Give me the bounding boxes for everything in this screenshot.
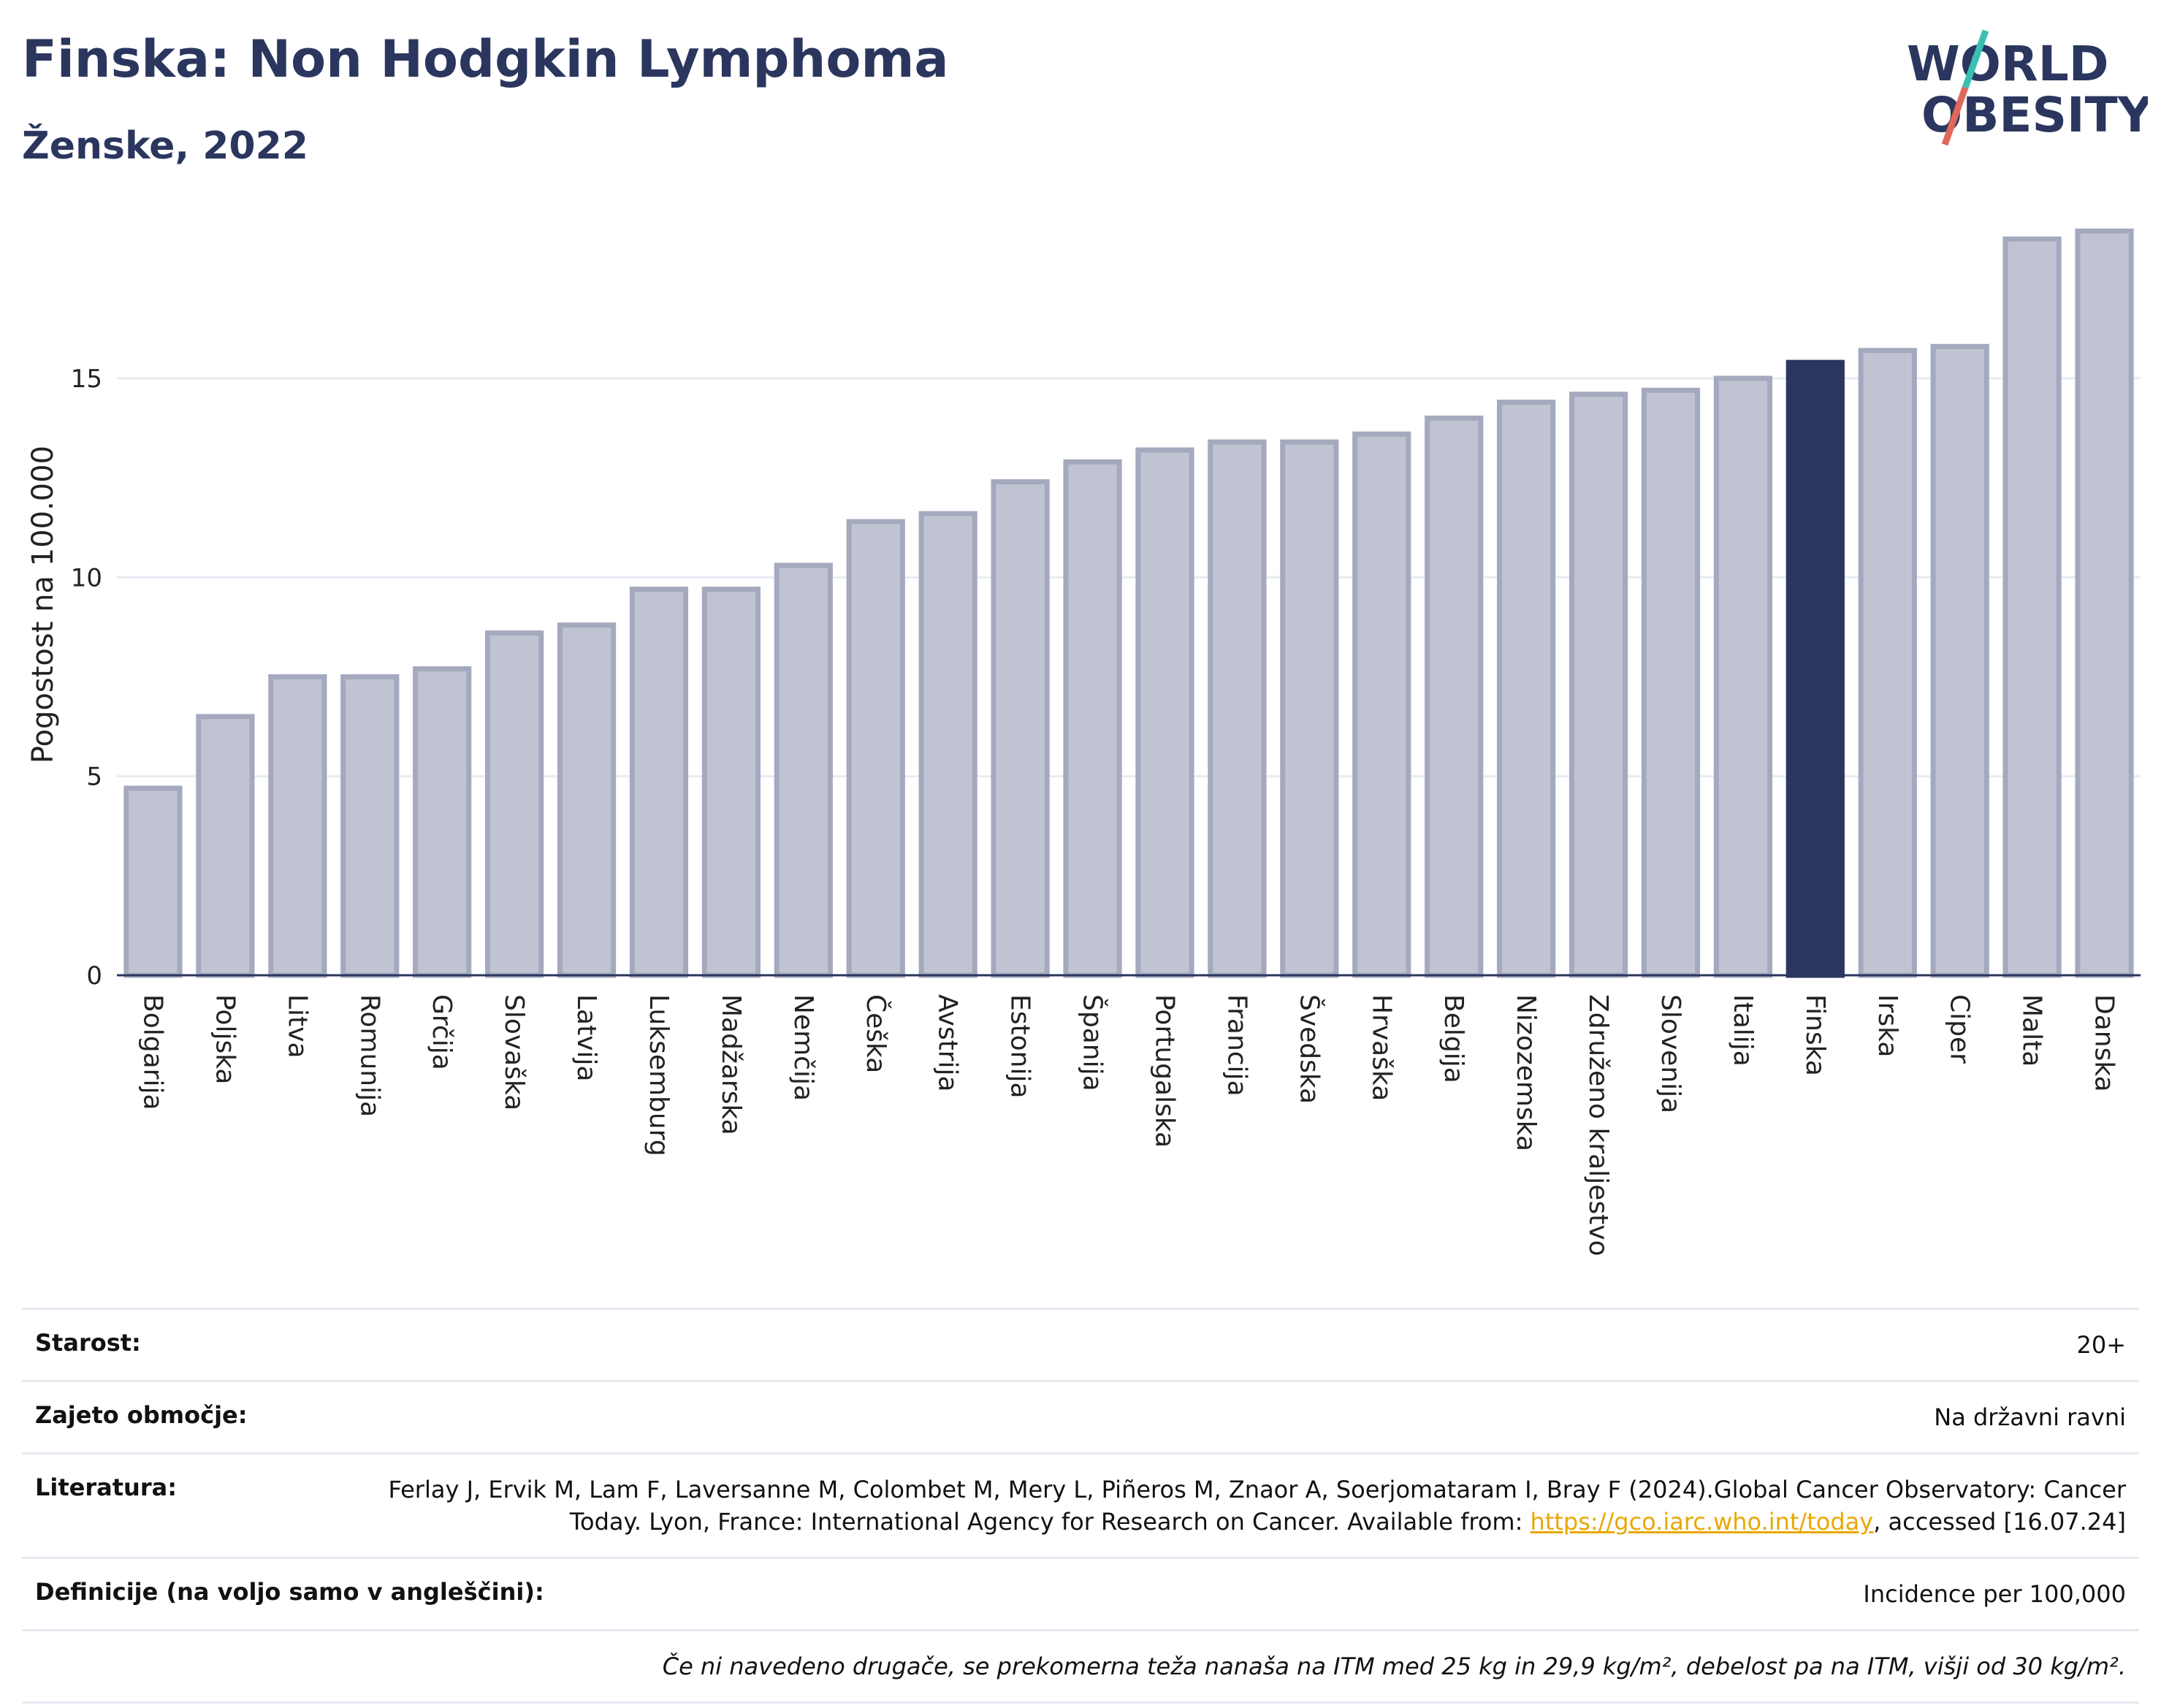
bar-malta bbox=[2002, 236, 2062, 978]
literature-value: Ferlay J, Ervik M, Lam F, Laversanne M, … bbox=[387, 1473, 2126, 1538]
bar-italija bbox=[1713, 375, 1772, 978]
bar-finska bbox=[1785, 359, 1845, 978]
x-tick-label: Slovaška bbox=[499, 994, 529, 1110]
age-row: Starost: 20+ bbox=[22, 1308, 2139, 1380]
y-tick-label: 5 bbox=[86, 763, 102, 792]
literature-label: Literatura: bbox=[35, 1473, 177, 1501]
x-tick-label: Madžarska bbox=[716, 994, 746, 1135]
bar-grčija bbox=[413, 666, 472, 978]
bar-estonija bbox=[991, 479, 1050, 978]
x-tick-label: Ciper bbox=[1945, 994, 1975, 1064]
y-axis-label: Pogostost na 100.000 bbox=[26, 446, 60, 763]
bar-belgija bbox=[1425, 415, 1484, 978]
x-tick-label: Švedska bbox=[1294, 994, 1325, 1104]
y-tick-label: 15 bbox=[71, 365, 102, 394]
x-tick-label: Nizozemska bbox=[1511, 994, 1541, 1151]
literature-text: Ferlay J, Ervik M, Lam F, Laversanne M, … bbox=[388, 1476, 2126, 1536]
definition-row: Definicije (na voljo samo v angleščini):… bbox=[22, 1557, 2139, 1629]
x-tick-label: Bolgarija bbox=[137, 994, 167, 1110]
bar-ciper bbox=[1930, 343, 1989, 978]
x-tick-label: Malta bbox=[2017, 994, 2047, 1067]
x-tick-label: Italija bbox=[1728, 994, 1758, 1067]
bar-avstrija bbox=[918, 511, 977, 978]
x-tick-label: Poljska bbox=[210, 994, 240, 1085]
x-tick-label: Avstrija bbox=[933, 994, 963, 1092]
bar-irska bbox=[1858, 348, 1917, 978]
bar-švedska bbox=[1280, 439, 1339, 978]
bar-chart: 0 5 10 15 Pogostost na 100.000 Bolgarija Poljs… bbox=[26, 228, 2141, 1257]
bar-francija bbox=[1208, 439, 1267, 978]
bar-luksemburg bbox=[629, 587, 689, 978]
note-row: Če ni navedeno drugače, se prekomerna te… bbox=[22, 1629, 2139, 1704]
bar-španija bbox=[1063, 459, 1122, 978]
x-tick-label: Hrvaška bbox=[1366, 994, 1396, 1101]
bar-romunija bbox=[340, 674, 400, 978]
bar-portugalska bbox=[1135, 447, 1194, 978]
x-tick-label: Francija bbox=[1221, 994, 1251, 1097]
x-tick-label: Irska bbox=[1872, 994, 1902, 1057]
bar-slovenija bbox=[1641, 387, 1701, 978]
x-tick-label: Španija bbox=[1078, 994, 1108, 1091]
bar-bolgarija bbox=[123, 785, 183, 978]
bar-nemčija bbox=[774, 563, 833, 978]
x-tick-label: Slovenija bbox=[1655, 994, 1685, 1113]
literature-link[interactable]: https://gco.iarc.who.int/today bbox=[1530, 1508, 1874, 1536]
x-tick-label: Danska bbox=[2089, 994, 2119, 1092]
bar-madžarska bbox=[701, 587, 761, 978]
x-tick-label: Estonija bbox=[1005, 994, 1035, 1099]
x-tick-label: Litva bbox=[282, 994, 312, 1059]
bar-združeno-kraljestvo bbox=[1569, 392, 1628, 978]
x-tick-label: Luksemburg bbox=[644, 994, 674, 1156]
bar-latvija bbox=[557, 622, 617, 978]
world-obesity-logo: WORLD OBESITY bbox=[1907, 29, 2148, 146]
y-tick-label: 0 bbox=[86, 961, 102, 991]
bar-nizozemska bbox=[1497, 400, 1556, 978]
literature-row: Literatura: Ferlay J, Ervik M, Lam F, La… bbox=[22, 1452, 2139, 1557]
x-tick-label: Latvija bbox=[571, 994, 601, 1082]
info-table: Starost: 20+ Zajeto območje: Na državni … bbox=[22, 1308, 2139, 1704]
bar-češka bbox=[846, 519, 905, 978]
x-tick-label: Združeno kraljestvo bbox=[1583, 994, 1613, 1257]
definition-value: Incidence per 100,000 bbox=[1863, 1580, 2126, 1608]
bar-danska bbox=[2075, 228, 2134, 978]
bar-slovaška bbox=[485, 630, 544, 978]
x-tick-label: Češka bbox=[861, 994, 891, 1073]
age-value: 20+ bbox=[2076, 1331, 2126, 1359]
x-tick-label: Nemčija bbox=[788, 994, 818, 1101]
x-tick-label: Romunija bbox=[354, 994, 384, 1117]
literature-accessed: , accessed [16.07.24] bbox=[1873, 1508, 2126, 1536]
logo-slash-top bbox=[1962, 29, 1989, 89]
chart-title: Finska: Non Hodgkin Lymphoma bbox=[22, 29, 949, 89]
age-label: Starost: bbox=[35, 1329, 141, 1357]
x-tick-label: Grčija bbox=[427, 994, 457, 1070]
y-tick-label: 10 bbox=[71, 563, 102, 592]
bar-poljska bbox=[196, 714, 255, 978]
bar-litva bbox=[268, 674, 327, 978]
x-tick-label: Finska bbox=[1800, 994, 1830, 1076]
definition-label: Definicije (na voljo samo v angleščini): bbox=[35, 1578, 544, 1606]
coverage-row: Zajeto območje: Na državni ravni bbox=[22, 1380, 2139, 1452]
coverage-label: Zajeto območje: bbox=[35, 1401, 248, 1429]
logo-slash-bottom bbox=[1941, 86, 1969, 146]
logo-line1: WORLD bbox=[1907, 36, 2109, 92]
x-tick-label: Belgija bbox=[1438, 994, 1468, 1083]
x-tick-label: Portugalska bbox=[1149, 994, 1179, 1148]
bar-hrvaška bbox=[1352, 431, 1411, 978]
bmi-note: Če ni navedeno drugače, se prekomerna te… bbox=[662, 1652, 2126, 1680]
chart-subtitle: Ženske, 2022 bbox=[22, 124, 308, 168]
coverage-value: Na državni ravni bbox=[1934, 1403, 2126, 1431]
